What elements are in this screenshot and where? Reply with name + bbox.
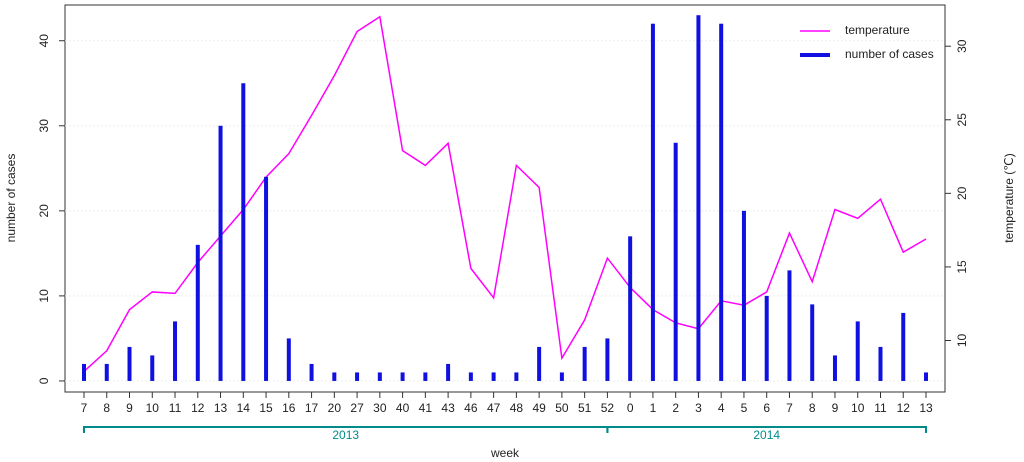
y2-tick-label: 25 bbox=[955, 113, 969, 127]
legend-label: temperature bbox=[845, 23, 910, 37]
x-tick-label: 13 bbox=[919, 401, 933, 415]
bar bbox=[832, 355, 837, 381]
bar bbox=[491, 372, 496, 381]
x-tick-label: 4 bbox=[718, 401, 725, 415]
x-tick-label: 9 bbox=[832, 401, 839, 415]
bar bbox=[468, 372, 473, 381]
bar bbox=[673, 142, 678, 381]
x-tick-label: 27 bbox=[350, 401, 364, 415]
group-label: 2013 bbox=[332, 428, 359, 442]
y2-axis-label: temperature (℃) bbox=[1002, 153, 1016, 243]
x-tick-label: 47 bbox=[487, 401, 501, 415]
bar bbox=[878, 346, 883, 381]
bar bbox=[423, 372, 428, 381]
bar bbox=[400, 372, 405, 381]
bar bbox=[741, 210, 746, 381]
x-tick-label: 49 bbox=[532, 401, 546, 415]
temperature-line bbox=[83, 15, 927, 372]
group-label: 2014 bbox=[753, 428, 780, 442]
bar bbox=[628, 236, 633, 381]
legend-label: number of cases bbox=[845, 47, 934, 61]
bar bbox=[855, 321, 860, 381]
x-tick-label: 51 bbox=[578, 401, 592, 415]
bar bbox=[218, 125, 223, 381]
x-tick-label: 10 bbox=[851, 401, 865, 415]
y-axis-label: number of cases bbox=[4, 154, 18, 243]
bar bbox=[355, 372, 360, 381]
y2-tick-label: 10 bbox=[955, 334, 969, 348]
x-tick-label: 8 bbox=[103, 401, 110, 415]
bar bbox=[901, 312, 906, 381]
x-tick-label: 11 bbox=[874, 401, 887, 415]
x-tick-label: 3 bbox=[695, 401, 702, 415]
x-tick-label: 12 bbox=[897, 401, 911, 415]
y2-tick-label: 20 bbox=[955, 186, 969, 200]
bar bbox=[173, 321, 178, 381]
x-tick-label: 52 bbox=[601, 401, 615, 415]
bar bbox=[924, 372, 928, 381]
bar bbox=[195, 244, 200, 381]
x-tick-label: 16 bbox=[282, 401, 296, 415]
bar bbox=[764, 295, 769, 381]
x-tick-label: 8 bbox=[809, 401, 816, 415]
bar bbox=[82, 363, 86, 381]
bar bbox=[514, 372, 519, 381]
x-tick-label: 7 bbox=[81, 401, 88, 415]
x-tick-label: 11 bbox=[169, 401, 182, 415]
x-tick-label: 13 bbox=[214, 401, 228, 415]
y-tick-label: 30 bbox=[37, 119, 51, 133]
x-tick-label: 43 bbox=[441, 401, 455, 415]
y-tick-label: 0 bbox=[37, 377, 51, 384]
bar bbox=[286, 338, 291, 381]
x-tick-label: 20 bbox=[328, 401, 342, 415]
y-tick-label: 40 bbox=[37, 34, 51, 48]
bar bbox=[605, 338, 610, 381]
x-tick-label: 2 bbox=[672, 401, 679, 415]
bar bbox=[332, 372, 337, 381]
x-tick-label: 48 bbox=[510, 401, 524, 415]
x-tick-label: 30 bbox=[373, 401, 387, 415]
y2-tick-label: 15 bbox=[955, 260, 969, 274]
y2-tick-label: 30 bbox=[955, 39, 969, 53]
x-tick-label: 10 bbox=[146, 401, 160, 415]
x-tick-label: 17 bbox=[305, 401, 319, 415]
x-tick-label: 50 bbox=[555, 401, 569, 415]
x-tick-label: 40 bbox=[396, 401, 410, 415]
y-tick-label: 10 bbox=[37, 289, 51, 303]
bar bbox=[241, 83, 246, 381]
bar bbox=[104, 363, 109, 381]
x-tick-label: 46 bbox=[464, 401, 478, 415]
bar bbox=[537, 346, 542, 381]
x-tick-label: 0 bbox=[627, 401, 634, 415]
x-tick-label: 15 bbox=[259, 401, 273, 415]
bar bbox=[719, 23, 724, 381]
x-tick-label: 6 bbox=[763, 401, 770, 415]
x-tick-label: 14 bbox=[237, 401, 251, 415]
bar bbox=[582, 346, 587, 381]
bar bbox=[309, 363, 314, 381]
x-tick-label: 41 bbox=[419, 401, 433, 415]
bar bbox=[377, 372, 382, 381]
bar bbox=[446, 363, 451, 381]
x-axis-label: week bbox=[490, 446, 520, 460]
x-tick-label: 1 bbox=[650, 401, 657, 415]
bar bbox=[810, 304, 815, 381]
bar bbox=[127, 346, 132, 381]
x-tick-label: 12 bbox=[191, 401, 205, 415]
bar bbox=[650, 23, 655, 381]
x-tick-label: 9 bbox=[126, 401, 133, 415]
bar bbox=[787, 270, 792, 381]
x-tick-label: 5 bbox=[741, 401, 748, 415]
y-tick-label: 20 bbox=[37, 204, 51, 218]
bar bbox=[150, 355, 155, 381]
bar bbox=[559, 372, 564, 381]
group-bracket bbox=[606, 426, 927, 433]
bar bbox=[696, 15, 701, 381]
bar bbox=[264, 176, 269, 381]
x-tick-label: 7 bbox=[786, 401, 793, 415]
